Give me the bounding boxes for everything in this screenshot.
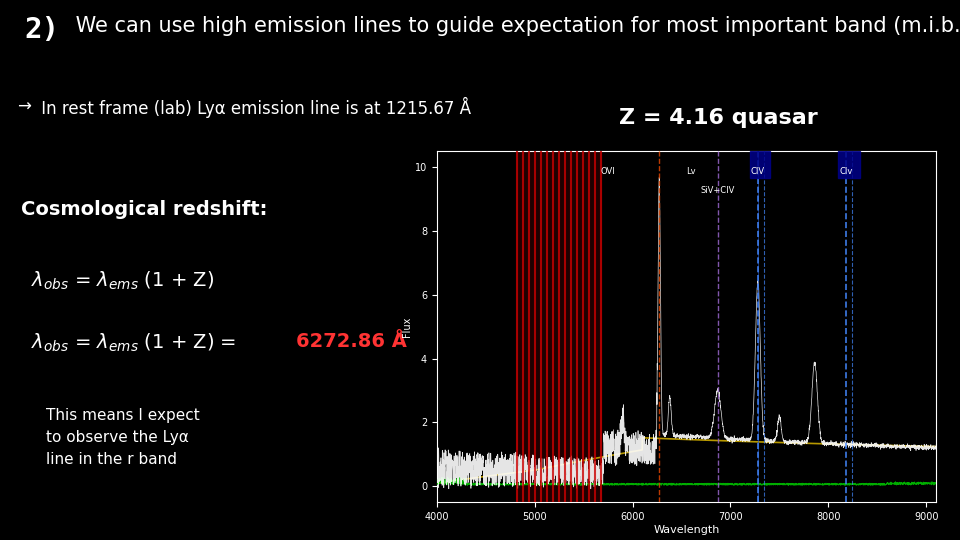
Text: Z = 4.16 quasar: Z = 4.16 quasar bbox=[619, 108, 818, 128]
Text: We can use high emission lines to guide expectation for most important band (m.i: We can use high emission lines to guide … bbox=[69, 16, 960, 36]
Text: OVI: OVI bbox=[601, 166, 615, 176]
Bar bbox=[750, 151, 770, 178]
Text: →: → bbox=[17, 97, 31, 115]
Text: 2): 2) bbox=[24, 16, 59, 44]
Bar bbox=[517, 151, 601, 502]
Text: In rest frame (lab) Lyα emission line is at 1215.67 Å: In rest frame (lab) Lyα emission line is… bbox=[36, 97, 471, 118]
Text: Lv: Lv bbox=[686, 166, 696, 176]
X-axis label: Wavelength: Wavelength bbox=[653, 525, 720, 535]
Text: $\lambda_{obs}$ = $\lambda_{ems}$ (1 + Z) =: $\lambda_{obs}$ = $\lambda_{ems}$ (1 + Z… bbox=[31, 332, 238, 354]
Text: $\lambda_{obs}$ = $\lambda_{ems}$ (1 + Z): $\lambda_{obs}$ = $\lambda_{ems}$ (1 + Z… bbox=[31, 270, 214, 292]
Text: Cosmological redshift:: Cosmological redshift: bbox=[21, 200, 268, 219]
Text: CIV: CIV bbox=[751, 166, 765, 176]
Text: This means I expect
to observe the Lyα
line in the r band: This means I expect to observe the Lyα l… bbox=[46, 408, 200, 467]
Bar bbox=[838, 151, 859, 178]
Text: SiV+CIV: SiV+CIV bbox=[701, 186, 735, 195]
Text: 6272.86 Å: 6272.86 Å bbox=[296, 332, 406, 351]
Y-axis label: Flux: Flux bbox=[402, 316, 412, 337]
Text: CIv: CIv bbox=[839, 166, 852, 176]
